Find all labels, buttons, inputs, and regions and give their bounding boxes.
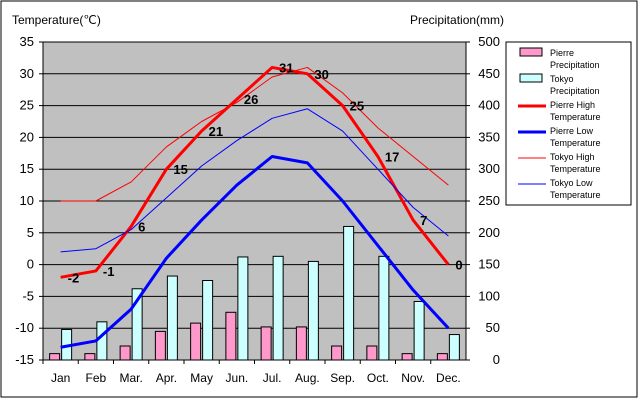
axes: 35302520151050-5-10-15500450400350300250… xyxy=(15,34,500,385)
bar-tokyo-precipitation xyxy=(237,256,249,361)
right-tick-label: 50 xyxy=(486,320,500,335)
legend-label: Temperature xyxy=(550,138,601,148)
right-tick-label: 450 xyxy=(478,66,500,81)
left-tick-label: -5 xyxy=(22,288,34,303)
left-tick-label: 25 xyxy=(20,98,34,113)
right-tick-label: 500 xyxy=(478,34,500,49)
bar-tokyo-precipitation xyxy=(131,288,143,361)
line-tokyo-high-temperature xyxy=(60,66,449,202)
bar-pierre-precipitation xyxy=(331,345,343,361)
right-tick-label: 250 xyxy=(478,193,500,208)
bar-pierre-precipitation xyxy=(84,353,96,361)
left-tick-label: -10 xyxy=(15,320,34,335)
legend: Pierre Precipitation Tokyo Precipitation Pie… xyxy=(505,41,632,206)
left-tick-label: 30 xyxy=(20,66,34,81)
bar-tokyo-precipitation xyxy=(272,255,284,361)
left-tick-label: 20 xyxy=(20,129,34,144)
x-tick-label: Jun. xyxy=(226,371,249,385)
left-tick-label: 10 xyxy=(20,193,34,208)
left-tick-label: -15 xyxy=(15,352,34,367)
data-label: 30 xyxy=(314,67,328,82)
legend-label: Tokyo High xyxy=(550,152,595,162)
line-pierre-low-temperature xyxy=(60,154,450,349)
line-tokyo-low-temperature xyxy=(60,108,449,253)
x-tick-label: Nov. xyxy=(401,371,425,385)
legend-swatch xyxy=(519,47,543,57)
legend-label: Temperature xyxy=(550,190,601,200)
bar-tokyo-precipitation xyxy=(307,260,319,361)
bar-tokyo-precipitation xyxy=(166,275,178,361)
grid-lines xyxy=(43,73,466,329)
legend-label: Precipitation xyxy=(550,60,600,70)
data-label: 17 xyxy=(385,149,399,164)
legend-label: Pierre Low xyxy=(550,126,594,136)
x-tick-label: Sep. xyxy=(330,371,355,385)
right-tick-label: 350 xyxy=(478,129,500,144)
left-tick-label: 35 xyxy=(20,34,34,49)
legend-label: Tokyo Low xyxy=(550,178,593,188)
x-tick-label: Feb xyxy=(86,371,107,385)
right-axis-title: Precipitation(mm) xyxy=(410,13,504,27)
data-label: 7 xyxy=(420,213,427,228)
left-tick-label: 15 xyxy=(20,161,34,176)
bar-tokyo-precipitation xyxy=(413,300,425,361)
bar-tokyo-precipitation xyxy=(448,334,460,361)
bar-pierre-precipitation xyxy=(366,345,378,361)
right-tick-label: 150 xyxy=(478,257,500,272)
data-label: 26 xyxy=(244,92,258,107)
x-tick-label: May xyxy=(190,371,213,385)
x-tick-label: Mar. xyxy=(119,371,142,385)
data-label: 0 xyxy=(455,258,462,273)
bar-tokyo-precipitation xyxy=(96,321,108,361)
left-tick-label: 5 xyxy=(27,225,34,240)
bar-pierre-precipitation xyxy=(154,330,166,361)
x-tick-label: Aug. xyxy=(295,371,320,385)
x-tick-label: Oct. xyxy=(367,371,389,385)
bar-pierre-precipitation xyxy=(225,311,237,361)
legend-swatch xyxy=(519,73,543,83)
bar-tokyo-precipitation xyxy=(378,255,390,361)
bar-pierre-precipitation xyxy=(401,353,413,361)
bar-pierre-precipitation xyxy=(295,326,307,361)
data-label: -2 xyxy=(68,270,80,285)
x-tick-label: Jan xyxy=(51,371,70,385)
bar-pierre-precipitation xyxy=(190,322,202,361)
data-label: 15 xyxy=(173,162,187,177)
bar-pierre-precipitation xyxy=(119,345,131,361)
data-label: 21 xyxy=(209,124,223,139)
data-label: 31 xyxy=(279,60,293,75)
bar-pierre-precipitation xyxy=(436,353,448,361)
line-pierre-high-temperature xyxy=(60,65,450,279)
temperature-lines xyxy=(60,65,450,349)
right-tick-label: 100 xyxy=(478,288,500,303)
data-label: 25 xyxy=(350,99,364,114)
legend-label: Temperature xyxy=(550,112,601,122)
legend-box xyxy=(505,41,632,206)
bar-tokyo-precipitation xyxy=(343,225,355,361)
x-tick-label: Jul. xyxy=(263,371,282,385)
right-tick-label: 400 xyxy=(478,98,500,113)
legend-label: Pierre High xyxy=(550,100,595,110)
legend-label: Tokyo xyxy=(550,74,574,84)
data-label: 6 xyxy=(138,219,145,234)
right-tick-label: 0 xyxy=(493,352,500,367)
x-tick-label: Dec. xyxy=(436,371,461,385)
bar-pierre-precipitation xyxy=(260,326,272,361)
data-label: -1 xyxy=(103,264,115,279)
right-tick-label: 200 xyxy=(478,225,500,240)
legend-label: Temperature xyxy=(550,164,601,174)
data-labels: -2 -1 6 15 21 26 31 30 25 17 7 0 xyxy=(68,60,463,285)
bar-pierre-precipitation xyxy=(49,353,61,361)
legend-label: Pierre xyxy=(550,48,574,58)
bar-tokyo-precipitation xyxy=(202,280,214,361)
right-tick-label: 300 xyxy=(478,161,500,176)
left-axis-title: Temperature(℃) xyxy=(12,13,101,27)
x-tick-label: Apr. xyxy=(156,371,177,385)
legend-label: Precipitation xyxy=(550,86,600,96)
left-tick-label: 0 xyxy=(27,257,34,272)
